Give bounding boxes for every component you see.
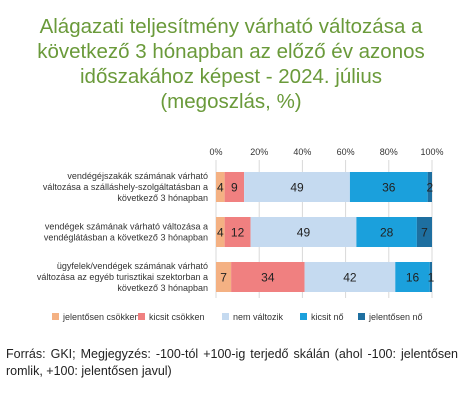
legend-label: kicsit nő: [311, 312, 344, 322]
legend-label: jelentősen nő: [368, 312, 423, 322]
category-label: változása a szálláshely-szolgáltatásban …: [43, 182, 208, 192]
data-label: 49: [290, 181, 304, 195]
bar-segment: [356, 217, 417, 247]
data-label: 1: [428, 271, 435, 285]
chart-title-line: időszakához képest - 2024. július: [80, 65, 382, 88]
bar-segment: [304, 262, 396, 292]
chart-title-line: Alágazati teljesítmény várható változása…: [39, 15, 423, 38]
x-tick-label: 40%: [293, 147, 311, 157]
data-label: 2: [426, 181, 433, 195]
x-tick-label: 0%: [209, 147, 222, 157]
category-label: vendéglátásban a következő 3 hónapban: [44, 233, 208, 243]
data-label: 4: [217, 226, 224, 240]
bar-segment: [250, 217, 357, 247]
legend-label: jelentősen csökken: [62, 312, 140, 322]
x-tick-label: 60%: [337, 147, 355, 157]
bar-segment: [224, 172, 245, 202]
chart-title-line: következő 3 hónapban az előző év azonos: [37, 40, 425, 63]
legend-label: kicsit csökken: [149, 312, 205, 322]
legend-swatch: [358, 313, 365, 320]
data-label: 4: [217, 181, 224, 195]
legend-swatch: [300, 313, 307, 320]
data-label: 36: [382, 181, 396, 195]
bar-segment: [231, 262, 305, 292]
chart-title: Alágazati teljesítmény várható változása…: [0, 14, 462, 114]
bar-segment: [349, 172, 428, 202]
stacked-bar-chart: 0% 20% 40% 60% 80% 100% vendégéjszakák számána…: [37, 147, 444, 322]
category-label: ügyfelek/vendégek számának várható: [57, 261, 208, 271]
bar-segment: [416, 217, 432, 247]
bar-segment: [429, 262, 432, 292]
x-tick-label: 100%: [420, 147, 443, 157]
x-tick-label: 80%: [380, 147, 398, 157]
legend-swatch: [52, 313, 59, 320]
source-note: Forrás: GKI; Megjegyzés: -100-tól +100-i…: [6, 347, 458, 378]
category-label: vendégéjszakák számának várható: [67, 171, 208, 181]
legend-swatch: [138, 313, 145, 320]
bar-segment: [427, 172, 432, 202]
data-label: 7: [421, 226, 428, 240]
data-label: 16: [406, 271, 420, 285]
data-label: 12: [231, 226, 245, 240]
bar-segment: [224, 217, 251, 247]
data-label: 7: [220, 271, 227, 285]
bar-segment: [244, 172, 350, 202]
category-label: változása az egyéb turisztikai szektorba…: [37, 272, 208, 282]
legend-swatch: [222, 313, 229, 320]
chart-title-line: (megoszlás, %): [160, 90, 302, 113]
data-label: 9: [231, 181, 238, 195]
bar-segment: [216, 217, 225, 247]
legend-label: nem változik: [233, 312, 284, 322]
category-label: következő 3 hónapban: [117, 283, 208, 293]
data-label: 49: [297, 226, 311, 240]
data-label: 34: [261, 271, 275, 285]
x-tick-label: 20%: [250, 147, 268, 157]
data-label: 42: [343, 271, 357, 285]
category-label: vendégek számának várható változása a: [45, 222, 208, 232]
bar-segment: [395, 262, 430, 292]
bar-segment: [216, 262, 232, 292]
bar-segment: [216, 172, 225, 202]
data-label: 28: [380, 226, 394, 240]
category-label: következő 3 hónapban: [117, 193, 208, 203]
